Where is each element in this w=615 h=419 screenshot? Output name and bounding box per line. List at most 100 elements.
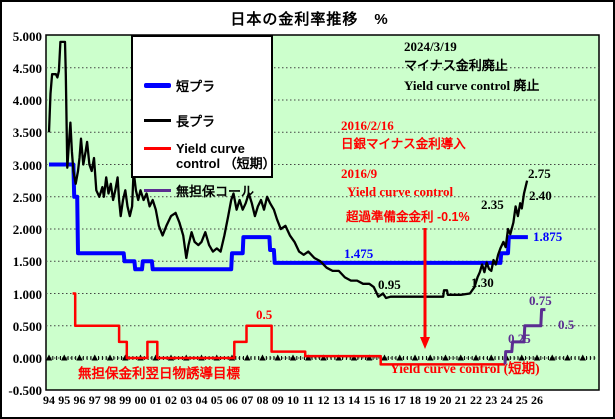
legend-item-label: 長プラ xyxy=(176,114,216,129)
x-axis-label: 03 xyxy=(180,393,193,407)
x-axis-label: 17 xyxy=(393,393,406,407)
x-axis-label: 98 xyxy=(104,393,116,407)
label-2016-2-16: 2016/2/16 xyxy=(341,118,394,133)
series-line-0 xyxy=(49,162,528,272)
legend-ycc-line2: control （短期） xyxy=(176,156,276,171)
x-axis-label: 14 xyxy=(348,393,360,407)
year-tick-triangle xyxy=(91,354,98,361)
year-tick-triangle xyxy=(518,354,525,361)
year-tick-triangle xyxy=(45,354,53,361)
value-2-75: 2.75 xyxy=(528,166,551,181)
year-tick-triangle xyxy=(472,354,480,361)
year-tick-triangle xyxy=(335,354,342,361)
label-excess-reserve: 超過準備金金利 -0.1% xyxy=(346,210,470,224)
x-axis-label: 96 xyxy=(73,393,86,407)
x-axis-label: 13 xyxy=(332,393,345,407)
year-tick-triangle xyxy=(244,354,251,361)
x-axis-label: 18 xyxy=(409,393,421,407)
value-0-25-purple: 0.25 xyxy=(508,331,531,346)
x-axis-label: 94 xyxy=(43,393,55,407)
year-tick-triangle xyxy=(579,354,586,361)
value-1-875: 1.875 xyxy=(533,229,563,244)
chart-title: 日本の金利率推移 % xyxy=(230,11,389,28)
x-axis-label: 22 xyxy=(470,393,482,407)
year-tick-triangle xyxy=(457,354,464,361)
series-line-3 xyxy=(503,308,546,365)
chopura-line-swatch xyxy=(144,119,171,122)
y-axis-label: 3.000 xyxy=(12,157,42,173)
x-axis-label: 97 xyxy=(88,393,101,407)
x-axis-label: 12 xyxy=(317,393,330,407)
year-tick-triangle xyxy=(549,354,556,361)
x-axis-label: 00 xyxy=(134,393,147,407)
series-line-1 xyxy=(47,40,529,300)
year-tick-triangle xyxy=(61,354,68,361)
y-axis-label: 5.000 xyxy=(12,28,42,44)
y-axis-label: 4.000 xyxy=(12,93,42,108)
year-tick-triangle xyxy=(533,354,541,361)
value-0-75-purple: 0.75 xyxy=(529,293,552,308)
y-axis-label: 3.500 xyxy=(12,125,42,141)
mutanpo-call-line-swatch xyxy=(144,189,171,192)
x-axis-label: 02 xyxy=(165,393,177,407)
x-axis-label: 95 xyxy=(58,393,71,407)
value-1-30: 1.30 xyxy=(471,275,494,290)
x-axis-label: 26 xyxy=(531,393,543,407)
value-0-95: 0.95 xyxy=(378,277,401,292)
year-tick-triangle xyxy=(76,354,83,361)
year-tick-triangle xyxy=(350,354,358,361)
label-minus-rate-end: マイナス金利廃止 xyxy=(404,58,508,73)
x-axis-label: 15 xyxy=(363,393,376,407)
value-2-35: 2.35 xyxy=(481,197,504,212)
year-tick-triangle xyxy=(411,354,419,361)
year-tick-triangle xyxy=(305,354,312,361)
legend-item-chopura: 長プラ xyxy=(144,111,215,130)
tanpura-line-swatch xyxy=(144,83,171,88)
x-axis-label: 21 xyxy=(454,393,467,407)
legend-item-label: 短プラ xyxy=(176,79,216,94)
year-tick-triangle xyxy=(320,354,327,361)
x-axis-label: 20 xyxy=(439,393,452,407)
event-arrow-head xyxy=(420,337,430,349)
x-axis-label: 11 xyxy=(302,393,314,407)
x-axis-label: 01 xyxy=(149,393,162,407)
y-axis-label: 1.000 xyxy=(12,286,42,302)
x-axis-label: 19 xyxy=(424,393,437,407)
x-axis-label: 25 xyxy=(515,393,528,407)
x-axis-label: 99 xyxy=(119,393,132,407)
x-axis-label: 24 xyxy=(500,393,513,407)
label-2024-3-19: 2024/3/19 xyxy=(404,39,457,54)
x-axis-label: 23 xyxy=(485,393,498,407)
year-tick-triangle xyxy=(427,354,434,361)
year-tick-triangle xyxy=(289,354,297,361)
x-axis-label: 10 xyxy=(287,393,299,407)
year-tick-triangle xyxy=(366,354,373,361)
year-tick-triangle xyxy=(274,354,281,361)
legend-item-mutanpo-call: 無担保コール xyxy=(144,181,254,200)
ycc-line-swatch xyxy=(144,147,171,150)
year-tick-triangle xyxy=(488,354,495,361)
series-line-2 xyxy=(72,292,505,366)
label-ycc-short: Yield curve control (短期) xyxy=(390,361,540,376)
value-0-5-purple: 0.5 xyxy=(558,317,575,332)
y-axis-label: -0.500 xyxy=(8,383,42,399)
y-axis-label: 4.500 xyxy=(12,60,42,76)
x-axis-label: 05 xyxy=(210,393,223,407)
x-axis-label: 09 xyxy=(271,393,284,407)
label-2016-9: 2016/9 xyxy=(341,166,378,181)
x-axis-label: 04 xyxy=(195,393,208,407)
y-axis-label: 0.500 xyxy=(12,318,42,334)
x-axis-label: 08 xyxy=(256,393,269,407)
legend-item-ycc: Yield curve control （短期） xyxy=(144,141,276,171)
year-tick-triangle xyxy=(259,354,266,361)
legend-item-label: Yield curve control （短期） xyxy=(176,141,276,171)
label-ycc-start: Yield curve control xyxy=(347,184,454,199)
x-axis-label: 16 xyxy=(378,393,391,407)
y-axis-label: 0.000 xyxy=(12,351,42,366)
x-axis-label: 07 xyxy=(241,393,254,407)
legend: 短プラ 長プラ Yield curve control （短期） 無担保コール xyxy=(131,35,276,199)
legend-item-label: 無担保コール xyxy=(176,184,255,199)
year-tick-triangle xyxy=(442,354,449,361)
